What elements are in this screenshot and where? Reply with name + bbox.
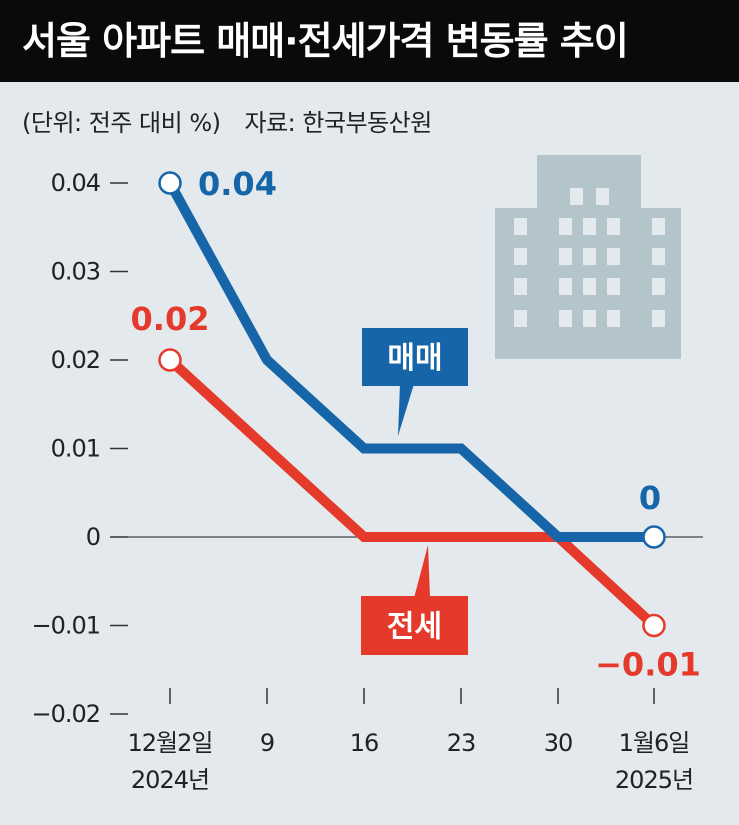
callout-label: 전세 (387, 610, 442, 645)
series-line (165, 180, 654, 542)
x-tick-label: 2025년 (615, 766, 693, 794)
meta-line: (단위: 전주 대비 %) 자료: 한국부동산원 (22, 103, 432, 138)
building-window (583, 310, 596, 327)
unit-note: (단위: 전주 대비 %) (22, 109, 221, 137)
building-window (514, 310, 527, 327)
callout-label: 매매 (387, 341, 442, 376)
building-roof (537, 155, 641, 167)
building-window (514, 278, 527, 295)
data-label: −0.01 (595, 646, 701, 684)
building-window (607, 278, 620, 295)
x-tick-label: 9 (260, 729, 274, 757)
data-label: 0.04 (198, 165, 277, 203)
series-callout: 매매 (362, 328, 468, 436)
building-window (583, 218, 596, 235)
x-tick-label: 30 (544, 729, 573, 757)
y-tick-label: 0.02 (51, 346, 100, 374)
end-marker (158, 171, 182, 195)
series-line (166, 356, 658, 630)
building-window (583, 248, 596, 265)
building-window (652, 310, 665, 327)
x-tick-label: 1월6일 (619, 729, 690, 757)
building-window (583, 278, 596, 295)
x-tick-label: 16 (350, 729, 379, 757)
y-tick-label: 0.03 (51, 258, 100, 286)
building-window (652, 218, 665, 235)
y-tick-label: 0.04 (51, 169, 100, 197)
building-icon (495, 155, 681, 359)
building-window (607, 310, 620, 327)
building-window (559, 218, 572, 235)
series-layer (158, 171, 666, 638)
y-tick-label: −0.01 (31, 612, 100, 640)
building-window (596, 188, 609, 205)
data-label: 0 (639, 479, 661, 517)
y-tick-label: 0 (86, 523, 100, 551)
building-window (514, 218, 527, 235)
building-window (652, 278, 665, 295)
end-marker (642, 525, 666, 549)
building-window (570, 188, 583, 205)
building-window (607, 248, 620, 265)
x-tick-label: 12월2일 (128, 729, 213, 757)
page-title: 서울 아파트 매매·전세가격 변동률 추이 (22, 19, 629, 63)
end-marker (158, 348, 182, 372)
building-window (514, 248, 527, 265)
title-bar: 서울 아파트 매매·전세가격 변동률 추이 (0, 0, 739, 82)
y-tick-label: 0.01 (51, 435, 100, 463)
x-tick-label: 23 (447, 729, 476, 757)
end-marker (642, 613, 666, 638)
building-window (607, 218, 620, 235)
x-tick-label: 2024년 (131, 766, 209, 794)
building-window (559, 310, 572, 327)
source-note: 자료: 한국부동산원 (244, 109, 432, 137)
data-label: 0.02 (131, 300, 210, 338)
x-axis: 12월2일 2024년 9 16 23 30 1월6일 2025년 (128, 688, 694, 794)
building-window (652, 248, 665, 265)
y-tick-label: −0.02 (31, 700, 100, 728)
building-window (559, 248, 572, 265)
building-window (559, 278, 572, 295)
series-callout: 전세 (361, 545, 468, 655)
